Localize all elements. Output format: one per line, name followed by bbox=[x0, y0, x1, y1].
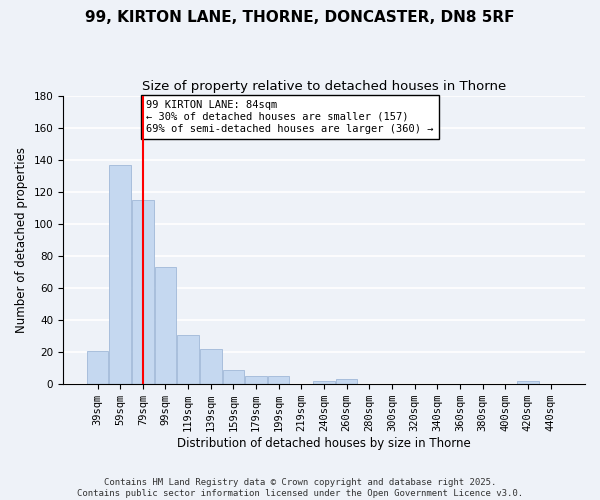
Bar bbox=[313, 381, 335, 384]
Bar bbox=[336, 380, 358, 384]
Text: 99, KIRTON LANE, THORNE, DONCASTER, DN8 5RF: 99, KIRTON LANE, THORNE, DONCASTER, DN8 … bbox=[85, 10, 515, 25]
Text: 99 KIRTON LANE: 84sqm
← 30% of detached houses are smaller (157)
69% of semi-det: 99 KIRTON LANE: 84sqm ← 30% of detached … bbox=[146, 100, 434, 134]
Bar bbox=[109, 164, 131, 384]
Title: Size of property relative to detached houses in Thorne: Size of property relative to detached ho… bbox=[142, 80, 506, 93]
Bar bbox=[132, 200, 154, 384]
Bar bbox=[155, 267, 176, 384]
Text: Contains HM Land Registry data © Crown copyright and database right 2025.
Contai: Contains HM Land Registry data © Crown c… bbox=[77, 478, 523, 498]
Bar bbox=[178, 334, 199, 384]
Bar bbox=[268, 376, 289, 384]
Bar bbox=[200, 349, 221, 384]
X-axis label: Distribution of detached houses by size in Thorne: Distribution of detached houses by size … bbox=[177, 437, 471, 450]
Bar bbox=[223, 370, 244, 384]
Bar bbox=[87, 350, 108, 384]
Y-axis label: Number of detached properties: Number of detached properties bbox=[15, 147, 28, 333]
Bar bbox=[245, 376, 267, 384]
Bar bbox=[517, 381, 539, 384]
